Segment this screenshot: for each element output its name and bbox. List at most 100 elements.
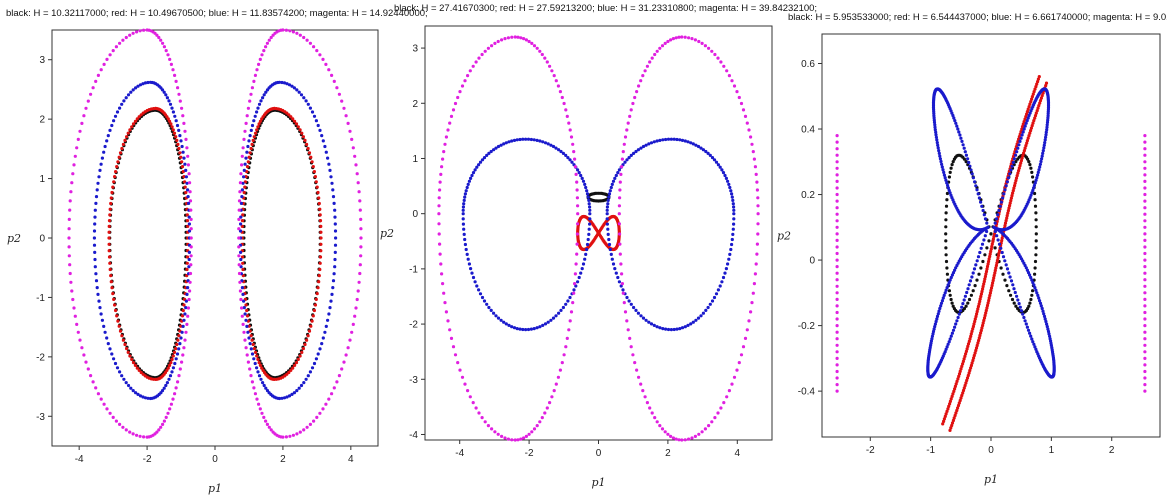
data-point xyxy=(258,122,261,125)
data-point xyxy=(172,128,175,131)
plot-panel-left: black: H = 10.32117000; red: H = 10.4967… xyxy=(0,0,388,504)
data-point xyxy=(241,315,244,318)
data-point xyxy=(959,309,962,312)
data-point xyxy=(1008,172,1011,175)
data-point xyxy=(442,150,445,153)
data-point xyxy=(348,339,351,342)
data-point xyxy=(581,267,584,270)
data-point xyxy=(305,99,308,102)
data-point xyxy=(186,315,189,318)
data-point xyxy=(836,173,839,176)
data-point xyxy=(189,272,192,275)
data-point xyxy=(326,157,329,160)
data-point xyxy=(114,309,117,312)
data-point xyxy=(127,93,130,96)
data-point xyxy=(136,367,139,370)
data-point xyxy=(185,146,188,149)
data-point xyxy=(985,230,988,233)
data-point xyxy=(678,138,681,141)
data-point xyxy=(68,263,71,266)
data-point xyxy=(325,151,328,154)
data-point xyxy=(972,289,975,292)
data-point xyxy=(502,321,505,324)
y-tick-label: -0.4 xyxy=(798,387,816,398)
data-point xyxy=(333,386,336,389)
data-point xyxy=(569,319,572,322)
data-point xyxy=(172,110,175,113)
data-point xyxy=(356,172,359,175)
data-point xyxy=(114,115,117,118)
data-point xyxy=(538,325,541,328)
data-point xyxy=(1143,278,1146,281)
data-point xyxy=(1001,273,1004,276)
data-point xyxy=(84,361,87,364)
data-point xyxy=(254,392,257,395)
data-point xyxy=(185,268,188,271)
data-point xyxy=(314,175,317,178)
data-point xyxy=(333,216,336,219)
data-point xyxy=(752,150,755,153)
data-point xyxy=(259,99,262,102)
y-axis-label: p2 xyxy=(777,230,791,243)
data-point xyxy=(564,303,567,306)
data-point xyxy=(474,168,477,171)
data-point xyxy=(694,38,697,41)
data-point xyxy=(93,236,96,239)
data-point xyxy=(307,147,310,150)
data-point xyxy=(170,107,173,110)
data-point xyxy=(247,336,250,339)
data-point xyxy=(968,165,971,168)
data-point xyxy=(326,319,329,322)
data-point xyxy=(241,286,244,289)
data-point xyxy=(183,339,186,342)
data-point xyxy=(518,138,521,141)
data-point xyxy=(722,171,725,174)
data-point xyxy=(465,189,468,192)
data-point xyxy=(951,332,954,335)
data-point xyxy=(258,103,261,106)
data-point xyxy=(347,122,350,125)
x-axis-label: p1 xyxy=(208,482,222,495)
data-point xyxy=(753,158,756,161)
data-point xyxy=(836,252,839,255)
data-point xyxy=(985,222,988,225)
data-point xyxy=(686,324,689,327)
data-point xyxy=(1014,154,1017,157)
data-point xyxy=(667,328,670,331)
data-point xyxy=(239,258,242,261)
data-point xyxy=(588,223,591,226)
data-point xyxy=(169,374,172,377)
data-point xyxy=(309,156,312,159)
data-point xyxy=(1009,275,1012,278)
data-point xyxy=(439,173,442,176)
data-point xyxy=(333,272,336,275)
data-point xyxy=(732,223,735,226)
data-point xyxy=(333,202,336,205)
data-point xyxy=(462,205,465,208)
data-point xyxy=(249,151,252,154)
data-point xyxy=(610,186,613,189)
data-point xyxy=(268,39,271,42)
data-point xyxy=(995,234,998,237)
data-point xyxy=(466,186,469,189)
data-point xyxy=(122,143,125,146)
data-point xyxy=(359,245,362,248)
data-point xyxy=(249,342,252,345)
data-point xyxy=(113,303,116,306)
data-point xyxy=(960,140,963,143)
data-point xyxy=(125,36,128,39)
data-point xyxy=(836,265,839,268)
data-point xyxy=(315,416,318,419)
data-point xyxy=(464,192,467,195)
data-point xyxy=(618,222,621,225)
data-point xyxy=(694,319,697,322)
data-point xyxy=(630,108,633,111)
data-point xyxy=(1010,279,1013,282)
data-point xyxy=(1036,174,1039,177)
data-point xyxy=(110,124,113,127)
data-point xyxy=(174,135,177,138)
data-point xyxy=(69,272,72,275)
data-point xyxy=(291,367,294,370)
data-point xyxy=(1021,133,1024,136)
data-point xyxy=(245,346,248,349)
